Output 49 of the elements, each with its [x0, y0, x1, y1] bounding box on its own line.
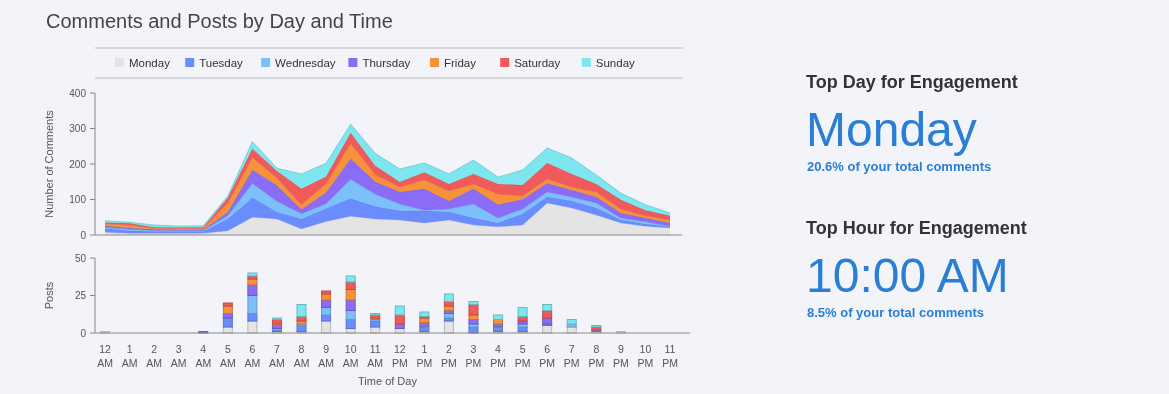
x-tick-label: 12 AM — [97, 343, 113, 369]
x-tick-label: 7 PM — [563, 343, 580, 369]
x-tick-label: 11 PM — [662, 343, 678, 369]
x-tick-label: 2 PM — [441, 343, 457, 369]
x-tick-label: 11 AM — [367, 343, 384, 369]
y-tick-label: 200 — [69, 158, 87, 170]
x-tick-label: 3 AM — [170, 343, 187, 369]
x-tick-label: 1 PM — [416, 343, 433, 369]
x-axis-title: Time of Day — [358, 375, 418, 387]
x-tick-label: 10 AM — [342, 343, 359, 369]
x-tick-label: 2 AM — [146, 343, 163, 369]
text: 10:00 AM — [806, 249, 1009, 302]
legend-label: Thursday — [362, 57, 411, 70]
x-tick-label: 4 AM — [195, 343, 212, 369]
text: 8.5% of your total comments — [807, 305, 984, 320]
x-tick-label: 12 PM — [391, 343, 408, 369]
legend-label: Tuesday — [199, 57, 244, 70]
y-tick-label: 0 — [80, 229, 87, 241]
x-tick-label: 9 AM — [318, 343, 334, 369]
y-tick-label: 0 — [80, 327, 87, 339]
text: Top Day for Engagement — [806, 72, 1018, 92]
x-tick-label: 9 PM — [612, 343, 629, 369]
x-tick-label: 5 PM — [514, 343, 531, 369]
text: Top Hour for Engagement — [806, 218, 1027, 238]
x-tick-label: 1 AM — [121, 343, 138, 369]
x-tick-label: 6 PM — [539, 343, 556, 369]
x-tick-label: 8 AM — [293, 343, 310, 369]
text: Monday — [806, 103, 977, 156]
legend-label: Wednesday — [275, 57, 336, 70]
y-axis-title: Posts — [43, 281, 55, 310]
chart-title: Comments and Posts by Day and Time — [46, 10, 393, 32]
x-tick-label: 7 AM — [269, 343, 285, 369]
x-tick-label: 4 PM — [490, 343, 506, 369]
x-tick-label: 5 AM — [219, 343, 236, 369]
legend-label: Saturday — [514, 57, 561, 70]
x-tick-label: 3 PM — [465, 343, 482, 369]
x-tick-label: 10 PM — [637, 343, 654, 369]
x-tick-label: 6 AM — [244, 343, 261, 369]
legend-label: Friday — [444, 57, 477, 70]
y-tick-label: 400 — [69, 87, 87, 99]
legend-label: Monday — [129, 57, 171, 70]
text: 20.6% of your total comments — [807, 159, 992, 174]
y-axis-title: Number of Comments — [43, 109, 55, 218]
legend-label: Sunday — [595, 57, 636, 70]
y-tick-label: 50 — [74, 252, 87, 264]
y-tick-label: 25 — [74, 290, 87, 301]
x-tick-label: 8 PM — [588, 343, 605, 369]
y-tick-label: 100 — [69, 194, 87, 205]
y-tick-label: 300 — [69, 123, 87, 134]
